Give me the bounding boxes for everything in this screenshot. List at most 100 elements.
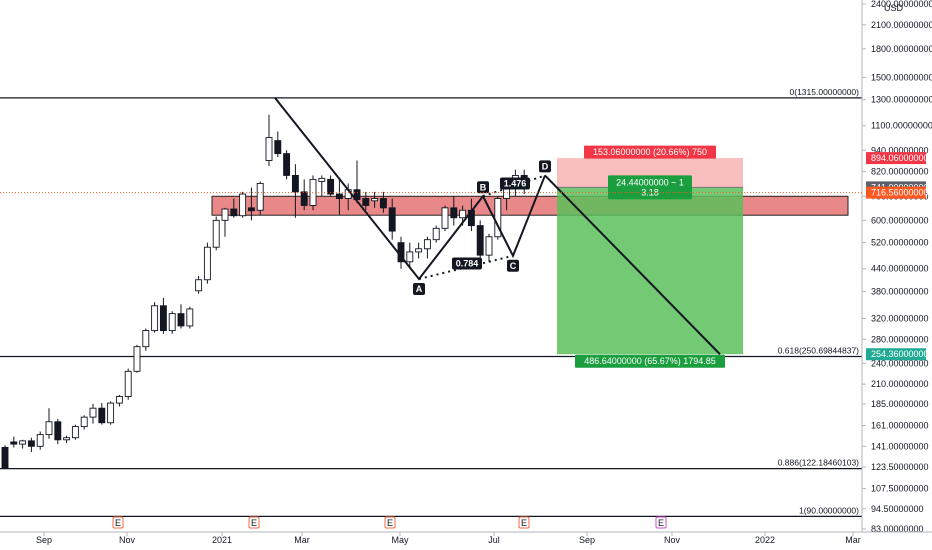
x-tick-label: Mar [294, 535, 310, 545]
earnings-event-icon[interactable]: E [655, 516, 667, 529]
event-marker-label: E [521, 518, 527, 528]
price-axis[interactable]: 2400.00000000 2100.00000000 1800.00000000 1… [861, 0, 932, 534]
candle [107, 402, 115, 424]
take-profit-zone[interactable] [557, 187, 743, 355]
candle [247, 207, 255, 212]
price-tag-text: 716.56000000 [871, 188, 929, 198]
pattern-point-label: D [542, 161, 549, 171]
event-marker-box [248, 516, 260, 529]
candle [212, 219, 220, 248]
candle [291, 174, 299, 193]
candle [415, 248, 423, 253]
price-tag: 894.06000000 [866, 152, 929, 165]
pattern-point-b[interactable]: B [477, 181, 489, 194]
harmonic-leg-lines [274, 97, 546, 281]
risk-reward-label-bg [608, 175, 692, 200]
candles [1, 114, 528, 469]
earnings-event-icon[interactable]: E [518, 516, 530, 529]
y-tick-label: 83.00000000 [871, 524, 924, 534]
earnings-event-icon[interactable]: E [248, 516, 260, 529]
candle [441, 207, 449, 229]
take-profit-label-text: 486.64000000 (65.67%) 1794.85 [584, 356, 716, 366]
candle [54, 421, 62, 441]
candle [142, 330, 150, 348]
y-tick-label: 1100.00000000 [871, 121, 932, 131]
ratio-badge [500, 177, 530, 190]
candle [371, 198, 379, 202]
currency-label: USD [884, 3, 904, 13]
candle [239, 193, 247, 217]
candle [327, 178, 335, 195]
candle [335, 193, 343, 199]
x-tick-label: Nov [119, 535, 136, 545]
y-tick-label: 1800.00000000 [871, 44, 932, 54]
risk-reward-label: 24.44000000 ~ 13.18 [608, 175, 692, 200]
candle [80, 416, 88, 428]
candle [221, 208, 229, 221]
candle [186, 308, 194, 327]
pattern-point-label: B [480, 182, 487, 192]
risk-reward-label-text: 3.18 [641, 187, 659, 197]
event-marker-box [384, 516, 396, 529]
y-tick-label: 320.00000000 [871, 313, 929, 323]
fib-level-label: 0(1315.00000000) [790, 87, 860, 97]
pattern-point-label: A [416, 284, 423, 294]
y-tick-label: 820.00000000 [871, 167, 929, 177]
x-tick-label: Sep [579, 535, 595, 545]
projection-line [544, 174, 721, 355]
take-profit-label-bg [575, 354, 725, 368]
price-tag: 254.36000000 [866, 348, 929, 361]
pattern-point-a[interactable]: A [413, 282, 425, 295]
event-marker-label: E [658, 518, 664, 528]
fib-level-label: 0.886(122.18460103) [778, 458, 859, 468]
pattern-point-badge [413, 282, 425, 295]
candle [203, 246, 211, 281]
price-tag-text: 894.06000000 [871, 153, 929, 163]
candle [450, 207, 458, 219]
candle [309, 178, 317, 206]
stop-loss-label: 153.06000000 (20.66%) 750 [584, 145, 716, 159]
pattern-point-c[interactable]: C [507, 259, 519, 272]
pattern-point-badge [539, 160, 551, 173]
candle [406, 251, 414, 263]
earnings-event-icon[interactable]: E [112, 516, 124, 529]
y-tick-label: 141.00000000 [871, 441, 929, 451]
price-tag-bg [866, 186, 926, 199]
y-tick-label: 107.50000000 [871, 484, 929, 494]
candle [159, 305, 167, 332]
pattern-point-badge [477, 181, 489, 194]
event-marker-label: E [251, 518, 257, 528]
risk-reward-label-text: 24.44000000 ~ 1 [616, 177, 684, 187]
candle [36, 434, 44, 447]
candle [71, 426, 79, 439]
price-tag-bg [866, 348, 926, 361]
fib-level-label: 1(90.00000000) [799, 505, 859, 515]
candle [19, 440, 27, 445]
harmonic-ratio-label: 1.476 [500, 177, 530, 190]
candle [230, 208, 238, 217]
candle [388, 207, 396, 232]
stop-loss-label-bg [584, 145, 716, 159]
candle [274, 140, 282, 155]
y-tick-label: 94.50000000 [871, 504, 924, 514]
x-tick-label: 2022 [755, 535, 775, 545]
y-tick-label: 210.00000000 [871, 379, 929, 389]
pattern-point-d[interactable]: D [539, 160, 551, 173]
ratio-text: 1.476 [504, 178, 527, 188]
candle [300, 191, 308, 206]
stop-loss-label-text: 153.06000000 (20.66%) 750 [593, 147, 707, 157]
candle [195, 279, 203, 292]
candle [485, 236, 493, 256]
event-marker-label: E [115, 518, 121, 528]
ratio-text: 0.784 [456, 258, 479, 268]
price-tag-text: 254.36000000 [871, 349, 929, 359]
price-tag: 716.56000000 [866, 186, 929, 199]
time-axis[interactable]: Sep Nov 2021 Mar May Jul Sep Nov 2022 Mar E E E E E [0, 516, 932, 545]
x-tick-label: 2021 [212, 535, 232, 545]
fib-level-label: 0.618(250.69844837) [778, 346, 859, 356]
x-tick-label: Jul [488, 535, 500, 545]
candle [115, 396, 123, 404]
earnings-event-icon[interactable]: E [384, 516, 396, 529]
candle [151, 305, 159, 332]
candle [379, 198, 387, 209]
